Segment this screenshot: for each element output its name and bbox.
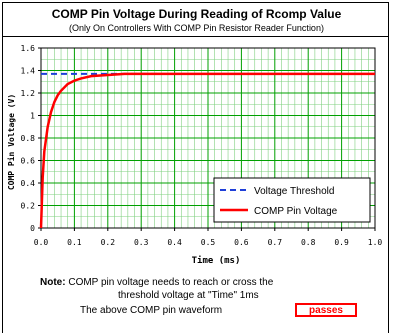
x-axis-label: Time (ms) — [192, 255, 241, 266]
y-tick-label: 1.4 — [21, 67, 36, 76]
y-tick-label: 0.8 — [21, 134, 36, 143]
x-tick-label: 0.9 — [334, 238, 349, 247]
y-tick-label: 1.2 — [21, 89, 36, 98]
y-tick-label: 1.6 — [21, 44, 36, 53]
chart-ticks: 0.0 0.1 0.2 0.3 0.4 0.5 0.6 0.7 0.8 0.9 1.0 0 0.2 0.4… — [21, 44, 383, 247]
result-badge: passes — [295, 303, 357, 317]
y-tick-label: 0.4 — [21, 179, 36, 188]
y-axis-label: COMP Pin Voltage (V) — [6, 94, 16, 190]
x-tick-label: 0.6 — [234, 238, 249, 247]
x-tick-label: 0.7 — [268, 238, 283, 247]
legend-label: Voltage Threshold — [254, 186, 334, 197]
x-tick-label: 0.4 — [167, 238, 182, 247]
y-tick-label: 0.6 — [21, 157, 36, 166]
figure-frame — [2, 2, 389, 333]
chart-series — [39, 72, 375, 229]
legend-box — [213, 177, 371, 223]
note-text-1: COMP pin voltage needs to reach or cross… — [65, 277, 274, 288]
x-tick-label: 0.0 — [34, 238, 49, 247]
x-tick-label: 1.0 — [368, 238, 383, 247]
note-label: Note: — [40, 277, 66, 288]
legend-label: COMP Pin Voltage — [254, 206, 338, 217]
chart-title: COMP Pin Voltage During Reading of Rcomp… — [51, 7, 342, 21]
x-tick-label: 0.1 — [67, 238, 82, 247]
chart-legend: Voltage Threshold COMP Pin Voltage — [213, 177, 371, 223]
y-tick-label: 0.2 — [21, 202, 36, 211]
x-tick-label: 0.8 — [301, 238, 316, 247]
chart-subtitle: (Only On Controllers With COMP Pin Resis… — [69, 23, 324, 33]
note-line-2: threshold voltage at "Time" 1ms — [118, 290, 259, 301]
x-tick-label: 0.3 — [134, 238, 149, 247]
x-tick-label: 0.2 — [101, 238, 116, 247]
note-line-1: Note: COMP pin voltage needs to reach or… — [40, 276, 273, 290]
note-line-3: The above COMP pin waveform — [80, 305, 223, 316]
title-divider — [2, 36, 389, 37]
y-tick-label: 0 — [30, 224, 35, 233]
comp-voltage-line — [39, 72, 375, 229]
voltage-chart: 0.0 0.1 0.2 0.3 0.4 0.5 0.6 0.7 0.8 0.9 1.0 0 0.2 0.4… — [6, 44, 383, 266]
y-tick-label: 1 — [30, 112, 35, 121]
x-tick-label: 0.5 — [201, 238, 216, 247]
